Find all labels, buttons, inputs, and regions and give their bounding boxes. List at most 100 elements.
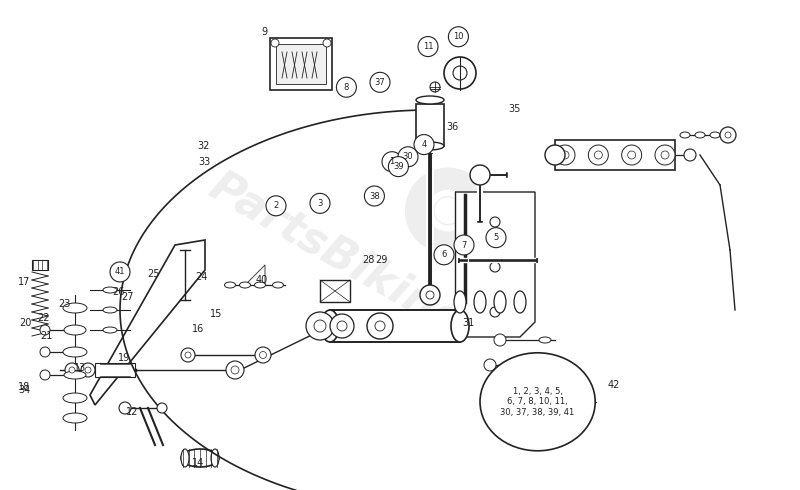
Ellipse shape: [416, 96, 444, 104]
Circle shape: [588, 145, 608, 165]
Text: 23: 23: [58, 299, 70, 309]
Ellipse shape: [63, 347, 87, 357]
Circle shape: [545, 145, 565, 165]
Text: 1, 2, 3, 4, 5,
6, 7, 8, 10, 11,
30, 37, 38, 39, 41: 1, 2, 3, 4, 5, 6, 7, 8, 10, 11, 30, 37, …: [501, 387, 574, 416]
Text: 1: 1: [390, 157, 394, 166]
Text: 39: 39: [393, 162, 404, 171]
Ellipse shape: [63, 413, 87, 423]
Circle shape: [65, 363, 79, 377]
Text: 34: 34: [18, 385, 30, 394]
Ellipse shape: [480, 353, 595, 451]
Text: 37: 37: [374, 78, 386, 87]
Circle shape: [490, 262, 500, 272]
Text: 36: 36: [446, 122, 458, 132]
Circle shape: [336, 77, 357, 97]
Text: 5: 5: [494, 233, 498, 242]
Circle shape: [725, 132, 731, 138]
Ellipse shape: [64, 325, 86, 335]
Circle shape: [490, 217, 500, 227]
Circle shape: [434, 196, 462, 225]
Text: 30: 30: [402, 152, 414, 161]
Ellipse shape: [695, 132, 705, 138]
Text: 38: 38: [369, 192, 380, 200]
Circle shape: [40, 370, 50, 380]
Circle shape: [181, 348, 195, 362]
Circle shape: [40, 325, 50, 335]
Circle shape: [430, 82, 440, 92]
Circle shape: [271, 39, 279, 47]
Ellipse shape: [273, 282, 283, 288]
Circle shape: [389, 157, 408, 176]
Circle shape: [365, 186, 385, 206]
Circle shape: [494, 384, 506, 396]
Text: 25: 25: [147, 270, 160, 279]
Text: 7: 7: [462, 241, 466, 249]
Ellipse shape: [529, 362, 541, 368]
Text: 32: 32: [198, 141, 210, 151]
Text: 2: 2: [274, 201, 278, 210]
Circle shape: [69, 367, 75, 373]
Text: 16: 16: [192, 324, 205, 334]
Ellipse shape: [416, 142, 444, 150]
Circle shape: [40, 347, 50, 357]
Circle shape: [337, 321, 347, 331]
Ellipse shape: [710, 132, 720, 138]
Circle shape: [323, 39, 331, 47]
Circle shape: [490, 307, 500, 317]
Text: 10: 10: [453, 32, 464, 41]
Circle shape: [306, 312, 334, 340]
Bar: [95, 363, 135, 377]
Circle shape: [420, 285, 440, 305]
Ellipse shape: [239, 282, 250, 288]
Bar: [320, 280, 350, 302]
Circle shape: [314, 320, 326, 332]
Circle shape: [684, 149, 696, 161]
Ellipse shape: [63, 393, 87, 403]
Ellipse shape: [225, 282, 235, 288]
Text: 27: 27: [122, 293, 134, 302]
Circle shape: [561, 151, 569, 159]
Circle shape: [81, 363, 95, 377]
Circle shape: [434, 245, 454, 265]
Circle shape: [259, 351, 266, 359]
Ellipse shape: [321, 310, 339, 342]
Circle shape: [494, 334, 506, 346]
Text: 11: 11: [422, 42, 434, 51]
Ellipse shape: [103, 287, 117, 293]
Text: 21: 21: [40, 331, 53, 341]
Ellipse shape: [103, 327, 117, 333]
Text: 17: 17: [18, 277, 30, 287]
Bar: [32, 260, 48, 270]
Circle shape: [226, 361, 244, 379]
Circle shape: [448, 27, 469, 47]
Circle shape: [266, 196, 286, 216]
Circle shape: [231, 366, 239, 374]
Text: 12: 12: [126, 407, 138, 416]
Ellipse shape: [63, 303, 87, 313]
Circle shape: [628, 151, 636, 159]
Text: 19: 19: [118, 353, 130, 363]
Ellipse shape: [181, 449, 189, 467]
Bar: [416, 104, 444, 146]
Circle shape: [720, 127, 736, 143]
Circle shape: [486, 228, 506, 247]
Circle shape: [444, 57, 476, 89]
Circle shape: [426, 291, 434, 299]
Text: 41: 41: [114, 268, 126, 276]
Circle shape: [255, 347, 271, 363]
Circle shape: [594, 151, 602, 159]
Circle shape: [622, 145, 642, 165]
Text: 40: 40: [255, 275, 268, 285]
Circle shape: [414, 135, 434, 154]
Circle shape: [655, 145, 675, 165]
Circle shape: [398, 147, 418, 167]
Ellipse shape: [494, 291, 506, 313]
Text: 9: 9: [261, 27, 267, 37]
Text: 4: 4: [422, 140, 426, 149]
Circle shape: [85, 367, 91, 373]
Circle shape: [418, 37, 438, 56]
Text: 29: 29: [375, 255, 388, 265]
Text: 24: 24: [195, 272, 208, 282]
Circle shape: [185, 352, 191, 358]
Text: 42: 42: [608, 380, 620, 390]
